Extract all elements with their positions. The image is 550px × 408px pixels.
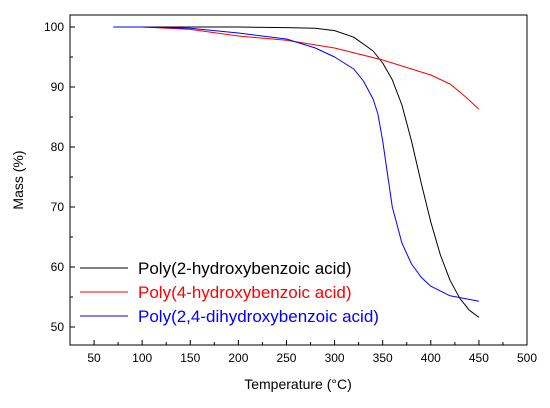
y-tick-label: 100 bbox=[44, 20, 64, 34]
x-tick-label: 300 bbox=[325, 351, 345, 365]
y-tick-label: 90 bbox=[51, 80, 65, 94]
x-tick-label: 350 bbox=[373, 351, 393, 365]
x-tick-label: 500 bbox=[517, 351, 537, 365]
x-axis-title: Temperature (°C) bbox=[244, 376, 352, 392]
x-axis: 50 100 150 200 250 300 350 400 450 500 bbox=[87, 340, 537, 365]
legend-label-1: Poly(2-hydroxybenzoic acid) bbox=[138, 259, 352, 278]
y-axis-title: Mass (%) bbox=[10, 150, 26, 209]
x-tick-label: 150 bbox=[180, 351, 200, 365]
x-tick-label: 400 bbox=[421, 351, 441, 365]
legend-label-2: Poly(4-hydroxybenzoic acid) bbox=[138, 283, 352, 302]
y-tick-label: 50 bbox=[51, 320, 65, 334]
legend: Poly(2-hydroxybenzoic acid) Poly(4-hydrox… bbox=[80, 259, 379, 326]
plot-frame bbox=[69, 14, 528, 346]
y-tick-label: 80 bbox=[51, 140, 65, 154]
x-tick-label: 450 bbox=[469, 351, 489, 365]
series-line-2 bbox=[113, 26, 480, 110]
legend-label-3: Poly(2,4-dihydroxybenzoic acid) bbox=[138, 307, 379, 326]
plot-border bbox=[69, 14, 528, 346]
y-axis: 50 60 70 80 90 100 bbox=[44, 20, 75, 334]
y-tick-label: 60 bbox=[51, 260, 65, 274]
y-tick-label: 70 bbox=[51, 200, 65, 214]
x-tick-label: 250 bbox=[276, 351, 296, 365]
x-tick-label: 50 bbox=[87, 351, 101, 365]
series-line-1 bbox=[113, 26, 480, 318]
x-tick-label: 100 bbox=[132, 351, 152, 365]
x-tick-label: 200 bbox=[228, 351, 248, 365]
series-line-3 bbox=[113, 26, 479, 302]
series-layer bbox=[113, 26, 480, 318]
